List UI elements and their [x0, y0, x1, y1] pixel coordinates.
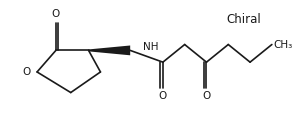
Text: O: O [202, 91, 211, 102]
Text: O: O [159, 91, 167, 102]
Text: CH₃: CH₃ [274, 39, 293, 50]
Text: O: O [22, 67, 30, 77]
Text: NH: NH [143, 42, 159, 52]
Text: O: O [52, 9, 60, 19]
Text: Chiral: Chiral [227, 13, 262, 25]
Polygon shape [88, 46, 130, 55]
